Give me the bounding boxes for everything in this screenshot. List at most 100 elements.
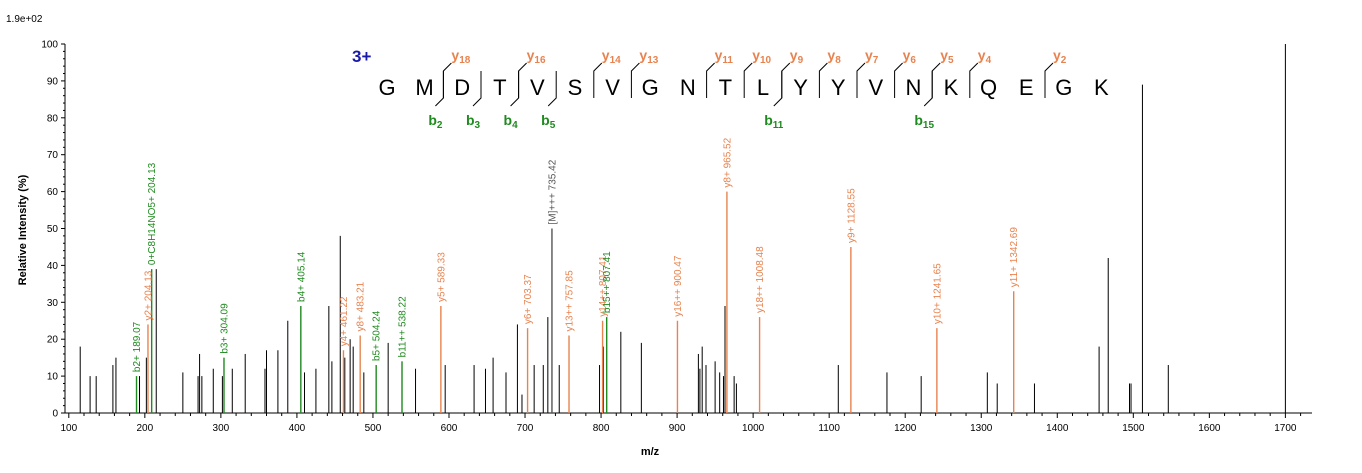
charge-state: 3+ xyxy=(352,47,371,66)
peak-label: y16++ 900.47 xyxy=(673,255,684,317)
y-ion-bracket xyxy=(969,62,979,98)
y-tick-label: 70 xyxy=(47,150,59,161)
y-ion-label: y7 xyxy=(865,47,879,66)
y-ion-bracket xyxy=(1044,62,1054,98)
sequence-residue: Y xyxy=(831,75,846,100)
sequence-residue: D xyxy=(454,75,470,100)
sequence-residue: V xyxy=(530,75,545,100)
x-tick-label: 800 xyxy=(593,423,610,434)
y-ion-bracket xyxy=(442,62,452,98)
peak-label: y4+ 461.22 xyxy=(339,296,350,346)
b-ion-bracket xyxy=(472,71,482,107)
x-tick-label: 1000 xyxy=(742,423,765,434)
y-ion-bracket xyxy=(894,62,903,98)
sequence-residue: T xyxy=(493,75,506,100)
sequence-residue: Y xyxy=(793,75,808,100)
x-axis-title: m/z xyxy=(641,446,660,458)
x-tick-label: 400 xyxy=(289,423,306,434)
peak-label: [M]+++ 735.42 xyxy=(547,159,558,224)
y-ion-label: y11 xyxy=(715,47,734,66)
sequence-residue: G xyxy=(1055,75,1072,100)
peak-label: b11++ 538.22 xyxy=(398,296,409,357)
peak-label: b4+ 405.14 xyxy=(296,251,307,302)
peak-label: b3+ 304.09 xyxy=(219,303,230,354)
y-axis-title: Relative Intensity (%) xyxy=(17,174,29,285)
y-ion-bracket xyxy=(593,62,603,98)
sequence-residue: T xyxy=(719,75,732,100)
x-tick-label: 900 xyxy=(669,423,686,434)
y-ion-bracket xyxy=(743,62,753,98)
sequence-residue: V xyxy=(605,75,620,100)
y-ion-bracket xyxy=(931,62,941,98)
y-tick-label: 80 xyxy=(47,113,59,124)
y-ion-label: y13 xyxy=(639,47,658,66)
sequence-residue: N xyxy=(905,75,921,100)
axes: 0 10 20 30 40 50 60 70 80 90 100 100 200 300 400 500 600… xyxy=(41,40,1312,434)
peak-label: 0+C8H14NO5+ 204.13 xyxy=(147,162,158,265)
b-ion-bracket xyxy=(510,71,520,107)
sequence-residue: G xyxy=(378,75,395,100)
x-tick-label: 1700 xyxy=(1274,423,1297,434)
y-tick-label: 20 xyxy=(47,335,59,346)
b-ion-label: b2 xyxy=(428,112,443,131)
y-tick-label: 60 xyxy=(47,187,59,198)
y-ion-label: y5 xyxy=(940,47,954,66)
y-ion-label: y10 xyxy=(752,47,771,66)
b-ion-label: b15 xyxy=(914,112,934,131)
peak-label: y5+ 589.33 xyxy=(436,252,447,302)
y-tick-label: 40 xyxy=(47,261,59,272)
b-ion-bracket xyxy=(547,71,557,107)
b-ion-label: b11 xyxy=(764,112,784,131)
y-tick-label: 0 xyxy=(52,409,58,420)
sequence-residue: N xyxy=(680,75,696,100)
y-tick-label: 10 xyxy=(47,372,59,383)
y-ion-label: y14 xyxy=(602,47,621,66)
b-ion-label: b5 xyxy=(541,112,556,131)
x-tick-label: 300 xyxy=(213,423,230,434)
peak-label: y8+ 483.21 xyxy=(356,281,367,331)
y-ion-bracket xyxy=(706,62,715,98)
y-ion-label: y8 xyxy=(827,47,841,66)
b-ion-bracket xyxy=(923,71,933,107)
x-tick-label: 100 xyxy=(60,423,77,434)
sequence-residue: V xyxy=(868,75,883,100)
y-tick-label: 50 xyxy=(47,224,59,235)
y-ion-bracket xyxy=(856,62,866,98)
b-ion-label: b3 xyxy=(466,112,481,131)
x-tick-label: 1300 xyxy=(970,423,993,434)
peaks xyxy=(79,44,1286,413)
peak-label: y13++ 757.85 xyxy=(565,270,576,332)
x-tick-label: 1600 xyxy=(1198,423,1221,434)
y-ion-label: y9 xyxy=(790,47,804,66)
y-ion-label: y18 xyxy=(451,47,470,66)
y-tick-label: 90 xyxy=(47,76,59,87)
peak-label: y14++ 807.41 xyxy=(598,255,609,317)
peak-label: y9+ 1128.55 xyxy=(846,188,857,243)
peak-label: y8+ 965.52 xyxy=(722,137,733,187)
peak-label: b5+ 504.24 xyxy=(372,310,383,361)
x-tick-label: 500 xyxy=(365,423,382,434)
b-ion-bracket xyxy=(435,71,444,107)
peak-label: y18++ 1008.48 xyxy=(755,246,766,313)
sequence-residue: S xyxy=(568,75,583,100)
sequence-residue: Q xyxy=(980,75,997,100)
y-ion-bracket xyxy=(781,62,791,98)
b-ion-label: b4 xyxy=(504,112,519,131)
intensity-scale-label: 1.9e+02 xyxy=(6,14,43,25)
x-tick-label: 1400 xyxy=(1046,423,1069,434)
y-ion-label: y16 xyxy=(527,47,546,66)
sequence-residue: K xyxy=(1094,75,1109,100)
peak-label: b15++ 807.41 xyxy=(602,251,613,313)
sequence-residue: M xyxy=(415,75,433,100)
y-ion-label: y2 xyxy=(1053,47,1067,66)
x-tick-label: 600 xyxy=(441,423,458,434)
peak-label: y10+ 1241.65 xyxy=(932,263,943,324)
sequence-residue: K xyxy=(944,75,959,100)
b-ion-bracket xyxy=(773,71,783,107)
y-ion-bracket xyxy=(518,62,527,98)
peak-label: y11+ 1342.69 xyxy=(1009,227,1020,288)
y-ion-label: y4 xyxy=(978,47,992,66)
x-tick-label: 1500 xyxy=(1122,423,1145,434)
